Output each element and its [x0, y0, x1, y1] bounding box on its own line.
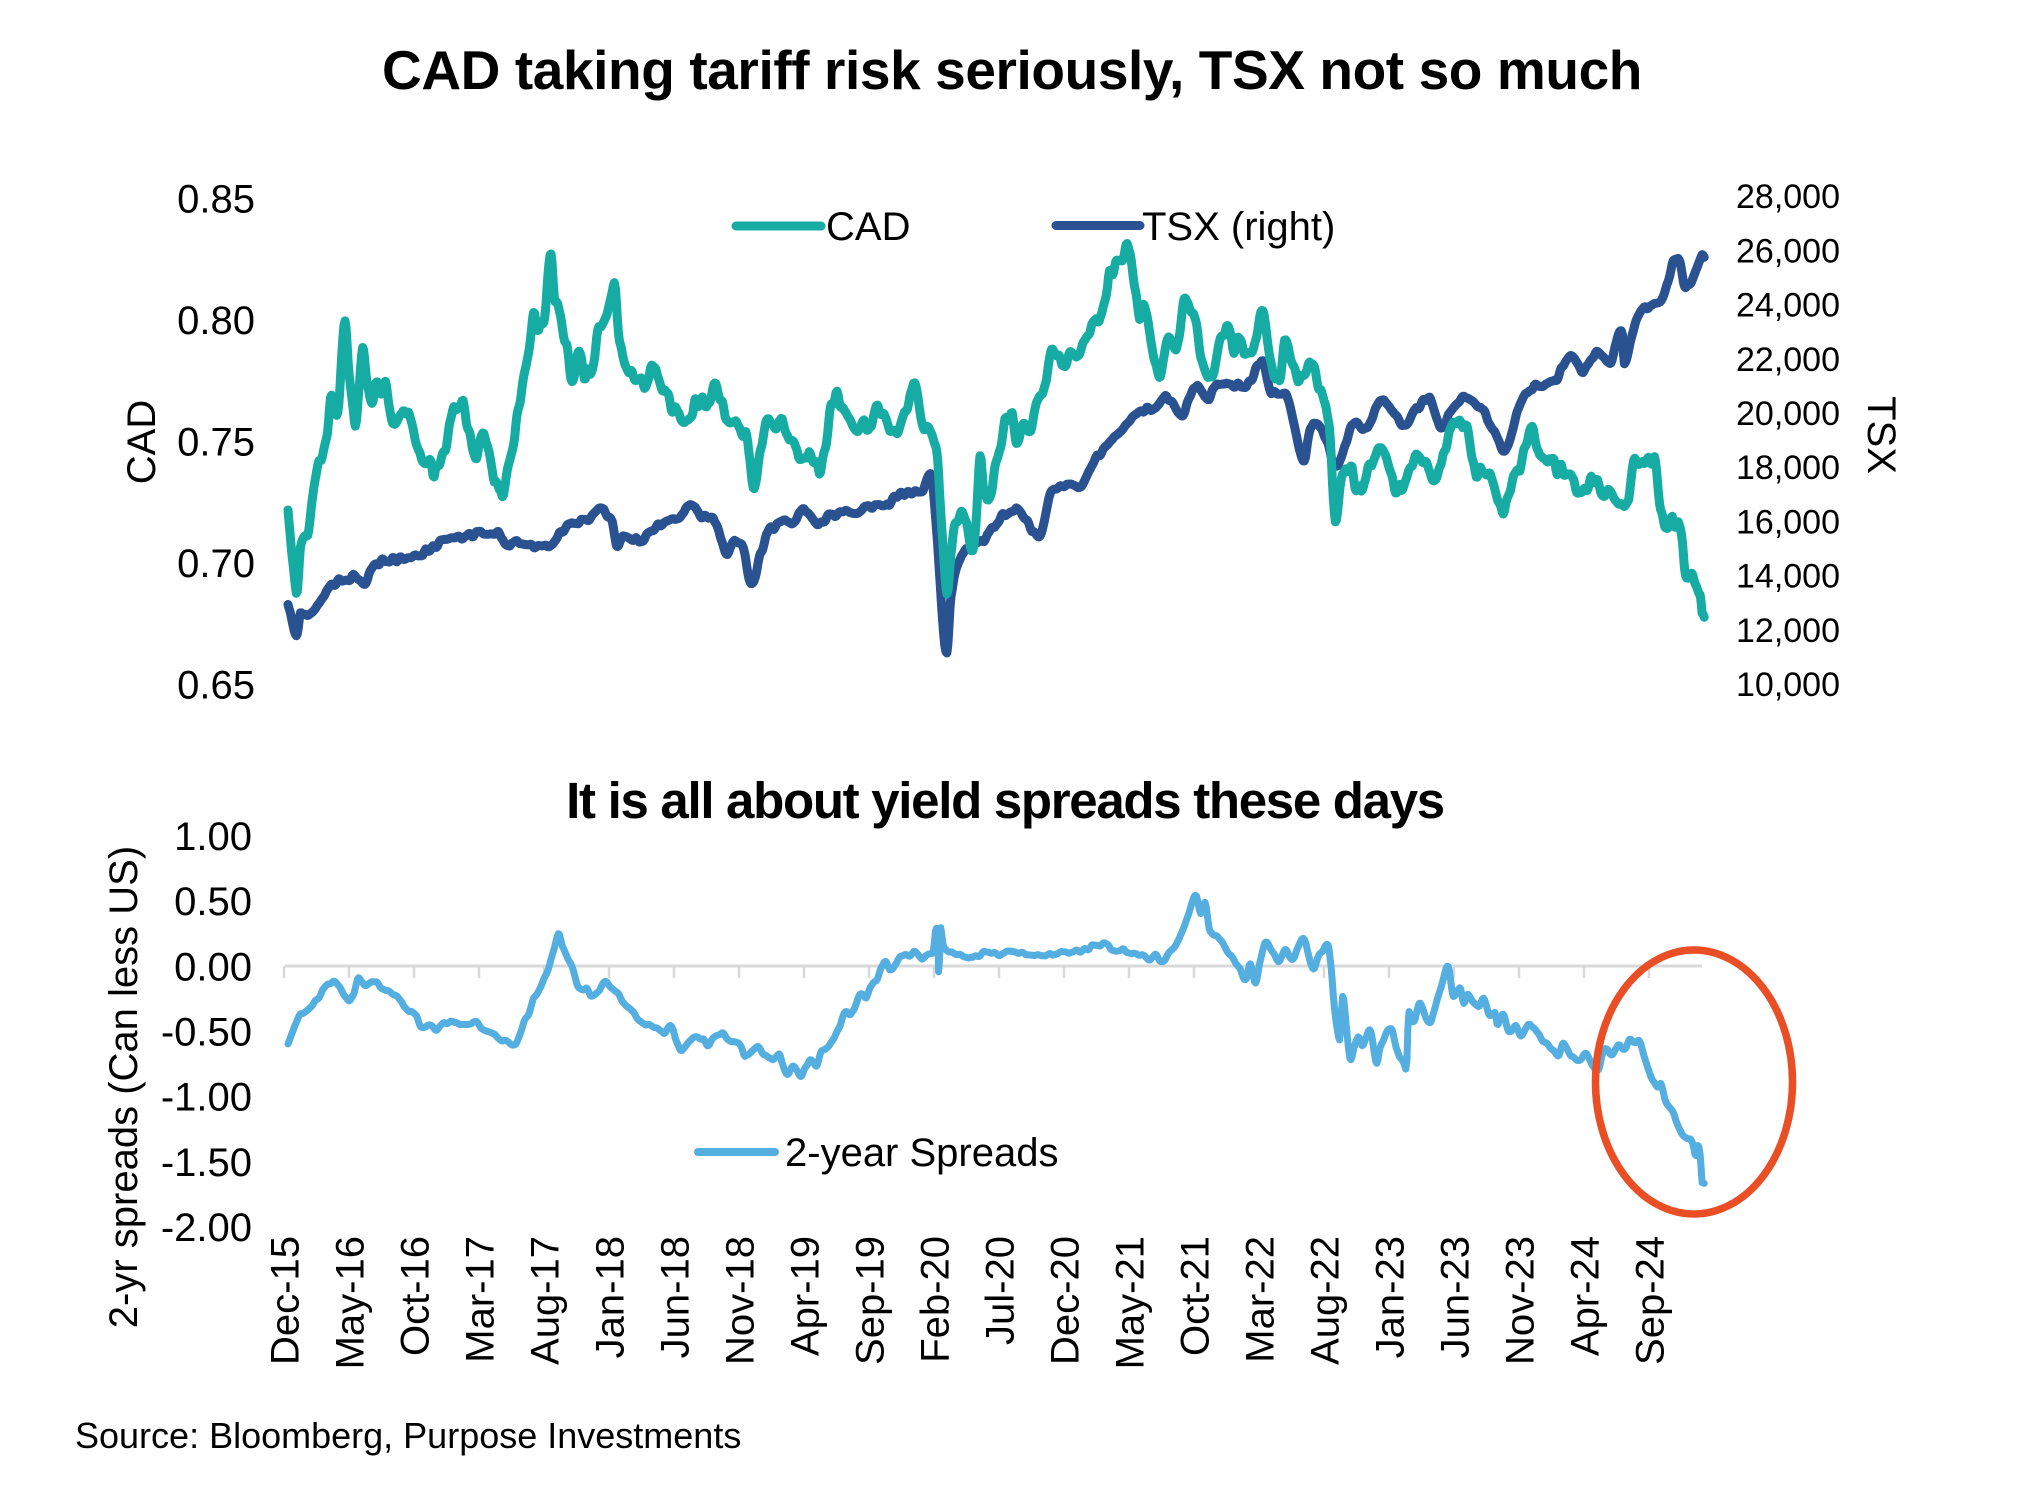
svg-text:10,000: 10,000	[1736, 666, 1840, 704]
svg-text:28,000: 28,000	[1736, 178, 1840, 216]
svg-text:May-21: May-21	[1109, 1236, 1153, 1369]
svg-text:Apr-19: Apr-19	[784, 1236, 828, 1356]
svg-text:Jun-18: Jun-18	[654, 1236, 698, 1358]
svg-text:Jun-23: Jun-23	[1434, 1236, 1478, 1358]
svg-text:Jul-20: Jul-20	[979, 1236, 1023, 1345]
svg-text:Oct-16: Oct-16	[394, 1236, 438, 1356]
svg-text:Nov-23: Nov-23	[1499, 1236, 1543, 1365]
svg-text:Aug-17: Aug-17	[524, 1236, 568, 1365]
svg-text:Oct-21: Oct-21	[1174, 1236, 1218, 1356]
svg-text:Apr-24: Apr-24	[1564, 1236, 1608, 1356]
svg-text:Dec-15: Dec-15	[264, 1236, 308, 1365]
svg-text:0.80: 0.80	[177, 299, 255, 343]
svg-text:-1.00: -1.00	[161, 1076, 252, 1120]
svg-text:It is all about yield spreads: It is all about yield spreads these days	[566, 772, 1444, 829]
svg-text:Sep-24: Sep-24	[1629, 1236, 1673, 1365]
svg-text:-1.50: -1.50	[161, 1141, 252, 1185]
svg-text:0.75: 0.75	[177, 420, 255, 464]
svg-text:Source: Bloomberg, Purpose Inv: Source: Bloomberg, Purpose Investments	[75, 1415, 741, 1456]
svg-text:-2.00: -2.00	[161, 1206, 252, 1250]
svg-text:22,000: 22,000	[1736, 341, 1840, 379]
svg-text:12,000: 12,000	[1736, 612, 1840, 650]
svg-text:CAD: CAD	[826, 205, 910, 249]
svg-text:0.85: 0.85	[177, 177, 255, 221]
svg-text:0.70: 0.70	[177, 542, 255, 586]
svg-text:20,000: 20,000	[1736, 395, 1840, 433]
svg-text:26,000: 26,000	[1736, 232, 1840, 270]
svg-text:2-year Spreads: 2-year Spreads	[785, 1131, 1058, 1175]
svg-text:Mar-22: Mar-22	[1239, 1236, 1283, 1363]
svg-text:18,000: 18,000	[1736, 449, 1840, 487]
svg-text:2-yr spreads (Can less US): 2-yr spreads (Can less US)	[102, 846, 146, 1328]
svg-text:16,000: 16,000	[1736, 503, 1840, 541]
svg-text:TSX (right): TSX (right)	[1142, 205, 1335, 249]
svg-text:May-16: May-16	[329, 1236, 373, 1369]
svg-text:0.50: 0.50	[174, 880, 252, 924]
svg-text:CAD: CAD	[120, 400, 164, 484]
svg-text:1.00: 1.00	[174, 815, 252, 859]
svg-text:Aug-22: Aug-22	[1304, 1236, 1348, 1365]
svg-text:Mar-17: Mar-17	[459, 1236, 503, 1363]
svg-text:Dec-20: Dec-20	[1044, 1236, 1088, 1365]
svg-text:Feb-20: Feb-20	[914, 1236, 958, 1363]
svg-text:Jan-23: Jan-23	[1369, 1236, 1413, 1358]
svg-text:Jan-18: Jan-18	[589, 1236, 633, 1358]
svg-text:TSX: TSX	[1859, 396, 1903, 474]
svg-text:24,000: 24,000	[1736, 287, 1840, 325]
svg-text:Nov-18: Nov-18	[719, 1236, 763, 1365]
svg-text:-0.50: -0.50	[161, 1011, 252, 1055]
svg-text:Sep-19: Sep-19	[849, 1236, 893, 1365]
svg-text:CAD taking tariff risk serious: CAD taking tariff risk seriously, TSX no…	[382, 39, 1642, 101]
svg-text:14,000: 14,000	[1736, 558, 1840, 596]
svg-text:0.00: 0.00	[174, 945, 252, 989]
svg-text:0.65: 0.65	[177, 663, 255, 707]
